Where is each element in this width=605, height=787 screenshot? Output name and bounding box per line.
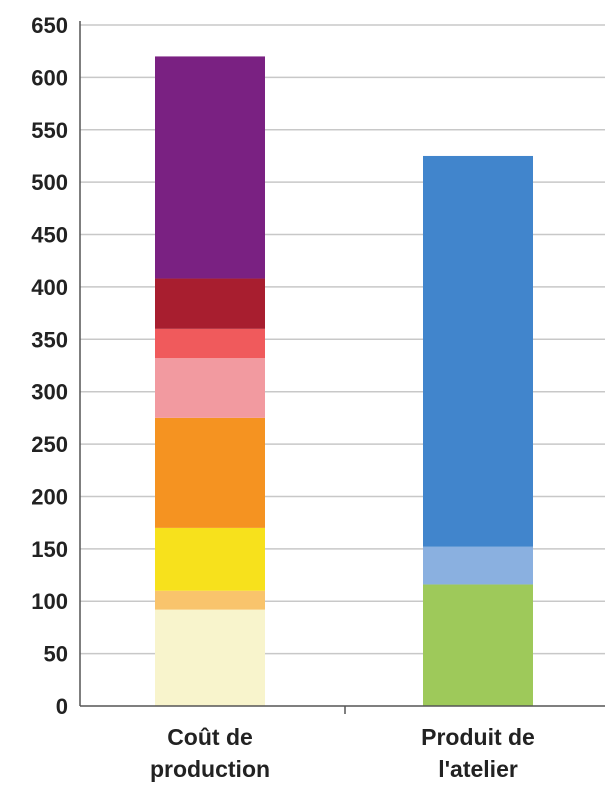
bar-segment — [423, 546, 533, 585]
x-category-label: Produit de l'atelier — [421, 724, 535, 782]
y-tick-label: 200 — [31, 484, 68, 509]
x-category-label-line: production — [150, 756, 270, 782]
bar-segment — [155, 358, 265, 418]
y-tick-label: 550 — [31, 118, 68, 143]
category-labels: Coût de production Produit de l'atelier — [150, 724, 535, 782]
y-tick-label: 500 — [31, 170, 68, 195]
y-tick-label: 250 — [31, 432, 68, 457]
bar-segment — [155, 56, 265, 279]
bar-segment — [155, 417, 265, 528]
y-tick-label: 300 — [31, 380, 68, 405]
y-tick-label: 50 — [44, 642, 68, 667]
y-tick-label: 150 — [31, 537, 68, 562]
y-tick-labels: 0 50 100 150 200 250 300 350 400 450 500 550 600 650 — [31, 13, 68, 719]
bar-segment — [155, 609, 265, 706]
x-category-label-line: Coût de — [167, 724, 253, 750]
bar-segment — [423, 584, 533, 706]
bar-segment — [423, 155, 533, 547]
axes — [79, 21, 605, 714]
bar-segment — [155, 527, 265, 591]
bar-stack — [155, 56, 265, 706]
bar-stack — [423, 155, 533, 706]
y-tick-label: 650 — [31, 13, 68, 38]
y-tick-label: 100 — [31, 589, 68, 614]
x-category-label: Coût de production — [150, 724, 270, 782]
x-category-label-line: l'atelier — [438, 756, 518, 782]
bar-segment — [155, 278, 265, 329]
x-category-label-line: Produit de — [421, 724, 535, 750]
y-tick-label: 400 — [31, 275, 68, 300]
y-tick-label: 0 — [56, 694, 68, 719]
bar-segment — [155, 590, 265, 610]
bars — [155, 56, 533, 706]
y-tick-label: 600 — [31, 65, 68, 90]
bar-segment — [155, 328, 265, 359]
y-tick-label: 350 — [31, 327, 68, 352]
y-tick-label: 450 — [31, 223, 68, 248]
